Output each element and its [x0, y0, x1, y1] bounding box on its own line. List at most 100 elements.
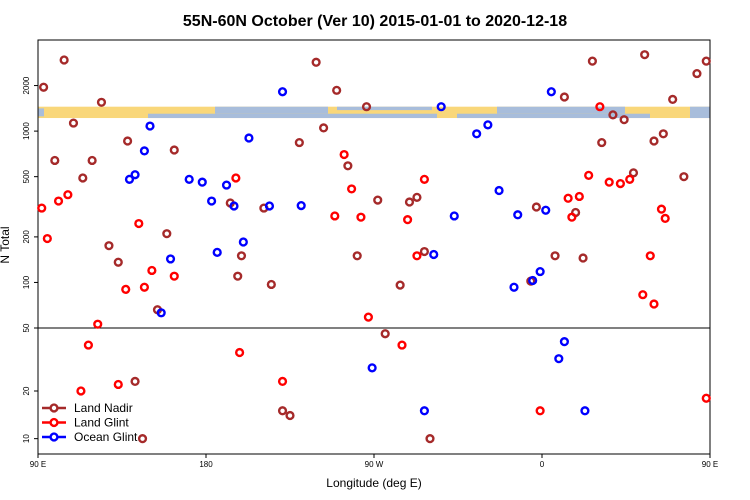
point-ocean-glint — [156, 308, 166, 318]
x-tick-label: 90 E — [702, 460, 718, 469]
point-land-glint — [701, 393, 711, 403]
point-land-glint — [121, 284, 131, 294]
y-axis-ticks-upper: 50 100 200 500 1000 2000 — [22, 76, 38, 332]
point-ocean-glint — [554, 354, 564, 364]
point-land-nadir — [266, 279, 276, 290]
point-land-nadir — [130, 376, 140, 386]
lower-panel-frame — [37, 327, 711, 455]
point-land-glint — [113, 379, 123, 390]
point-land-glint — [169, 271, 179, 281]
y-tick-label: 10 — [22, 434, 31, 443]
legend-marker — [49, 403, 59, 413]
point-land-nadir — [373, 195, 383, 205]
band-ocean — [148, 113, 437, 119]
point-land-glint — [615, 178, 626, 189]
point-ocean-glint — [212, 247, 222, 257]
band-ocean — [38, 108, 44, 117]
point-ocean-glint — [541, 205, 551, 215]
point-land-glint — [584, 170, 594, 180]
y-tick-label: 500 — [22, 169, 31, 183]
point-land-nadir — [332, 85, 342, 95]
point-ocean-glint — [207, 196, 217, 206]
point-land-glint — [412, 251, 422, 261]
point-ocean-glint — [184, 174, 194, 184]
point-ocean-glint — [535, 266, 545, 277]
y-tick-label: 2000 — [22, 76, 31, 94]
point-ocean-glint — [419, 406, 430, 416]
point-land-glint — [42, 233, 52, 244]
point-land-nadir — [531, 202, 542, 212]
point-land-glint — [397, 340, 407, 350]
x-tick-label: 0 — [540, 460, 545, 469]
data-points — [37, 50, 711, 444]
point-land-nadir — [113, 257, 123, 267]
band-ocean — [337, 106, 432, 111]
point-ocean-glint — [449, 211, 459, 221]
point-ocean-glint — [197, 177, 207, 187]
point-land-nadir — [236, 251, 247, 261]
point-land-nadir — [559, 92, 570, 102]
point-ocean-glint — [296, 200, 306, 211]
x-axis-label: Longitude (deg E) — [326, 476, 421, 490]
point-land-glint — [625, 174, 635, 184]
point-land-nadir — [343, 161, 353, 171]
x-tick-label: 180 — [199, 460, 213, 469]
point-land-nadir — [404, 197, 415, 207]
point-land-nadir — [425, 434, 435, 444]
point-land-nadir — [649, 136, 659, 146]
y-tick-label: 1000 — [22, 122, 31, 140]
point-land-glint — [403, 215, 413, 225]
chart-title: 55N-60N October (Ver 10) 2015-01-01 to 2… — [183, 13, 567, 30]
point-land-nadir — [122, 136, 133, 146]
point-land-nadir — [277, 406, 288, 416]
y-tick-label: 20 — [22, 386, 31, 395]
point-land-glint — [83, 340, 94, 350]
point-land-glint — [363, 312, 374, 322]
point-ocean-glint — [509, 282, 519, 292]
point-land-glint — [63, 190, 73, 200]
band-ocean — [690, 106, 710, 119]
point-ocean-glint — [513, 210, 523, 220]
point-land-nadir — [587, 56, 598, 66]
point-land-glint — [53, 196, 64, 206]
point-land-nadir — [285, 410, 295, 421]
point-land-nadir — [319, 123, 329, 133]
point-land-glint — [93, 319, 103, 329]
point-land-glint — [356, 212, 366, 222]
band-ocean — [215, 106, 328, 114]
point-land-glint — [645, 251, 655, 261]
point-land-glint — [134, 218, 144, 229]
legend-label: Land Glint — [74, 416, 129, 430]
point-land-nadir — [395, 280, 405, 290]
band-ocean — [497, 106, 625, 114]
point-land-glint — [604, 177, 614, 187]
point-ocean-glint — [165, 254, 176, 264]
point-land-nadir — [380, 329, 390, 339]
point-land-nadir — [104, 241, 114, 251]
point-land-glint — [277, 376, 288, 386]
point-land-glint — [147, 265, 157, 276]
point-land-nadir — [87, 155, 97, 166]
point-ocean-glint — [429, 249, 439, 260]
point-ocean-glint — [238, 237, 248, 247]
point-ocean-glint — [483, 120, 493, 130]
point-ocean-glint — [244, 133, 254, 143]
point-ocean-glint — [145, 121, 155, 131]
point-ocean-glint — [580, 406, 590, 416]
point-land-glint — [231, 173, 241, 183]
point-land-nadir — [628, 168, 639, 178]
coastline-band — [38, 106, 710, 119]
point-land-nadir — [137, 434, 148, 444]
point-land-nadir — [78, 173, 88, 183]
legend-label: Ocean Glint — [74, 430, 138, 444]
point-ocean-glint — [436, 102, 446, 112]
x-tick-label: 90 E — [30, 460, 46, 469]
point-ocean-glint — [367, 363, 377, 373]
y-tick-label: 200 — [22, 230, 31, 244]
point-ocean-glint — [494, 185, 504, 196]
point-ocean-glint — [546, 87, 556, 97]
point-land-nadir — [550, 251, 560, 261]
point-land-nadir — [679, 172, 689, 182]
point-land-nadir — [701, 56, 711, 66]
